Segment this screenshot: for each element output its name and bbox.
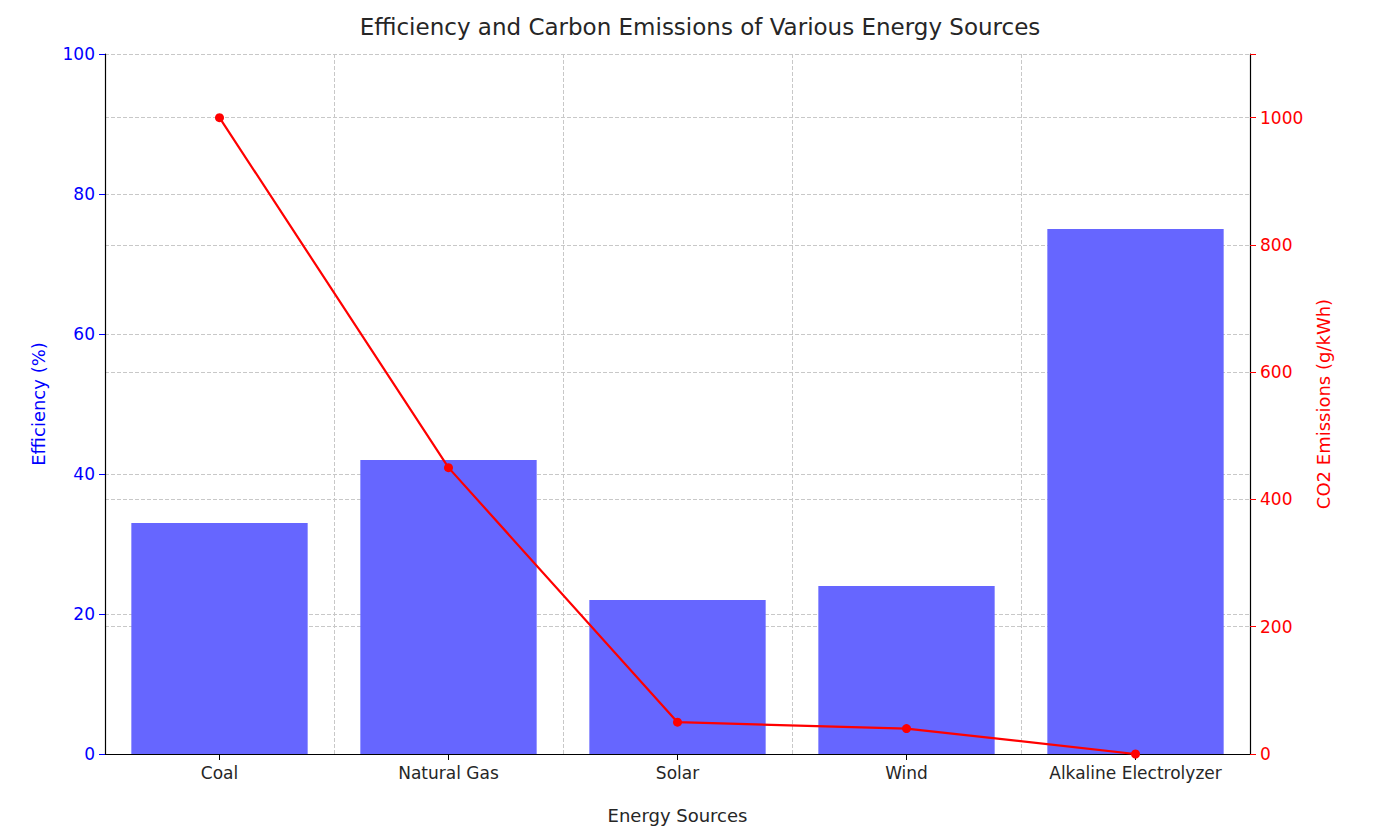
svg-text:Energy Sources: Energy Sources: [608, 805, 748, 826]
svg-text:60: 60: [73, 324, 95, 344]
svg-text:100: 100: [63, 44, 95, 64]
svg-text:0: 0: [1260, 744, 1271, 764]
svg-text:0: 0: [84, 744, 95, 764]
svg-text:Natural Gas: Natural Gas: [398, 763, 499, 783]
svg-text:400: 400: [1260, 489, 1292, 509]
svg-text:Efficiency and Carbon Emission: Efficiency and Carbon Emissions of Vario…: [360, 14, 1041, 40]
svg-text:20: 20: [73, 604, 95, 624]
svg-text:Alkaline Electrolyzer: Alkaline Electrolyzer: [1049, 763, 1222, 783]
svg-text:40: 40: [73, 464, 95, 484]
svg-text:1000: 1000: [1260, 108, 1303, 128]
svg-text:Solar: Solar: [656, 763, 699, 783]
svg-text:Efficiency (%): Efficiency (%): [28, 342, 49, 466]
svg-text:200: 200: [1260, 617, 1292, 637]
svg-text:CO2 Emissions (g/kWh): CO2 Emissions (g/kWh): [1313, 299, 1334, 509]
svg-text:800: 800: [1260, 235, 1292, 255]
svg-text:Wind: Wind: [885, 763, 928, 783]
svg-text:600: 600: [1260, 362, 1292, 382]
svg-text:80: 80: [73, 184, 95, 204]
svg-text:Coal: Coal: [201, 763, 238, 783]
